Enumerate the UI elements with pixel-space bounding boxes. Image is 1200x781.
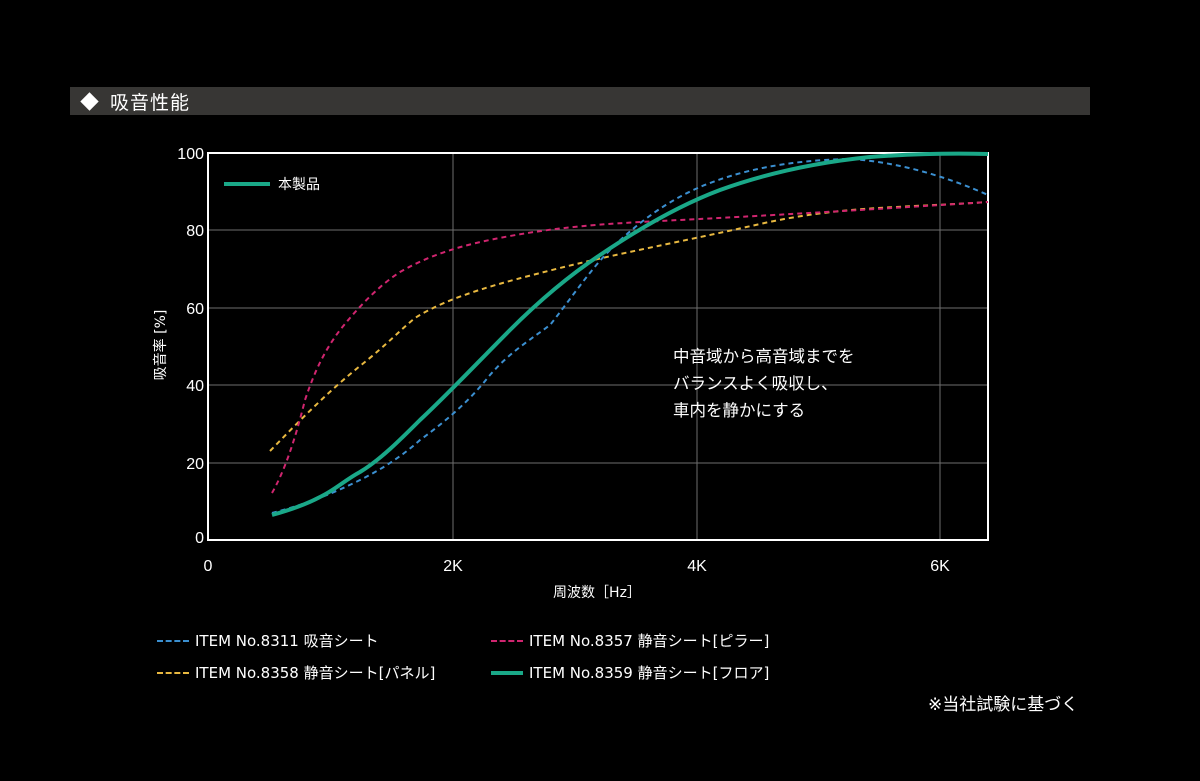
y-axis-label: 吸音率 [%] [152, 310, 169, 381]
x-axis-ticks: 0 2K 4K 6K [204, 558, 951, 575]
annotation-line-1: 中音域から高音域までを [673, 347, 855, 366]
chart-annotation: 中音域から高音域までを バランスよく吸収し、 車内を静かにする [673, 343, 855, 424]
series-8359-floor [271, 151, 989, 517]
annotation-line-2: バランスよく吸収し、 [673, 374, 838, 393]
inline-legend-label: 本製品 [278, 177, 320, 193]
x-axis-label: 周波数［Hz］ [553, 585, 641, 601]
footnote: ※当社試験に基づく [928, 695, 1079, 715]
legend-item-8358: ITEM No.8358 静音シート[パネル] [157, 662, 435, 683]
legend-label: ITEM No.8359 静音シート[フロア] [529, 664, 770, 682]
dashed-line-icon [157, 671, 189, 674]
dashed-line-icon [491, 639, 523, 642]
annotation-line-3: 車内を静かにする [673, 401, 806, 420]
series-8357-pillar [271, 201, 989, 494]
section-header: 吸音性能 [70, 87, 1090, 115]
y-tick-100: 100 [177, 146, 204, 163]
y-tick-80: 80 [186, 223, 204, 240]
dashed-line-icon [157, 639, 189, 642]
y-tick-20: 20 [186, 456, 204, 473]
x-tick-0: 0 [204, 558, 213, 575]
y-tick-0: 0 [195, 530, 204, 547]
legend-item-8359: ITEM No.8359 静音シート[フロア] [491, 662, 769, 683]
legend-item-8357: ITEM No.8357 静音シート[ピラー] [491, 630, 769, 651]
y-tick-40: 40 [186, 378, 204, 395]
series-8358-panel [269, 201, 989, 452]
y-tick-60: 60 [186, 301, 204, 318]
x-tick-6k: 6K [930, 558, 950, 575]
solid-line-icon [491, 670, 523, 675]
section-title: 吸音性能 [110, 91, 191, 114]
y-axis-ticks: 100 80 60 40 20 0 [177, 146, 204, 547]
grid [208, 153, 988, 540]
legend-item-8311: ITEM No.8311 吸音シート [157, 630, 379, 651]
x-tick-2k: 2K [443, 558, 463, 575]
legend-label: ITEM No.8311 吸音シート [195, 632, 379, 650]
x-tick-4k: 4K [687, 558, 707, 575]
plot-frame [207, 152, 989, 541]
legend-label: ITEM No.8358 静音シート[パネル] [195, 664, 436, 682]
legend-label: ITEM No.8357 静音シート[ピラー] [529, 632, 770, 650]
